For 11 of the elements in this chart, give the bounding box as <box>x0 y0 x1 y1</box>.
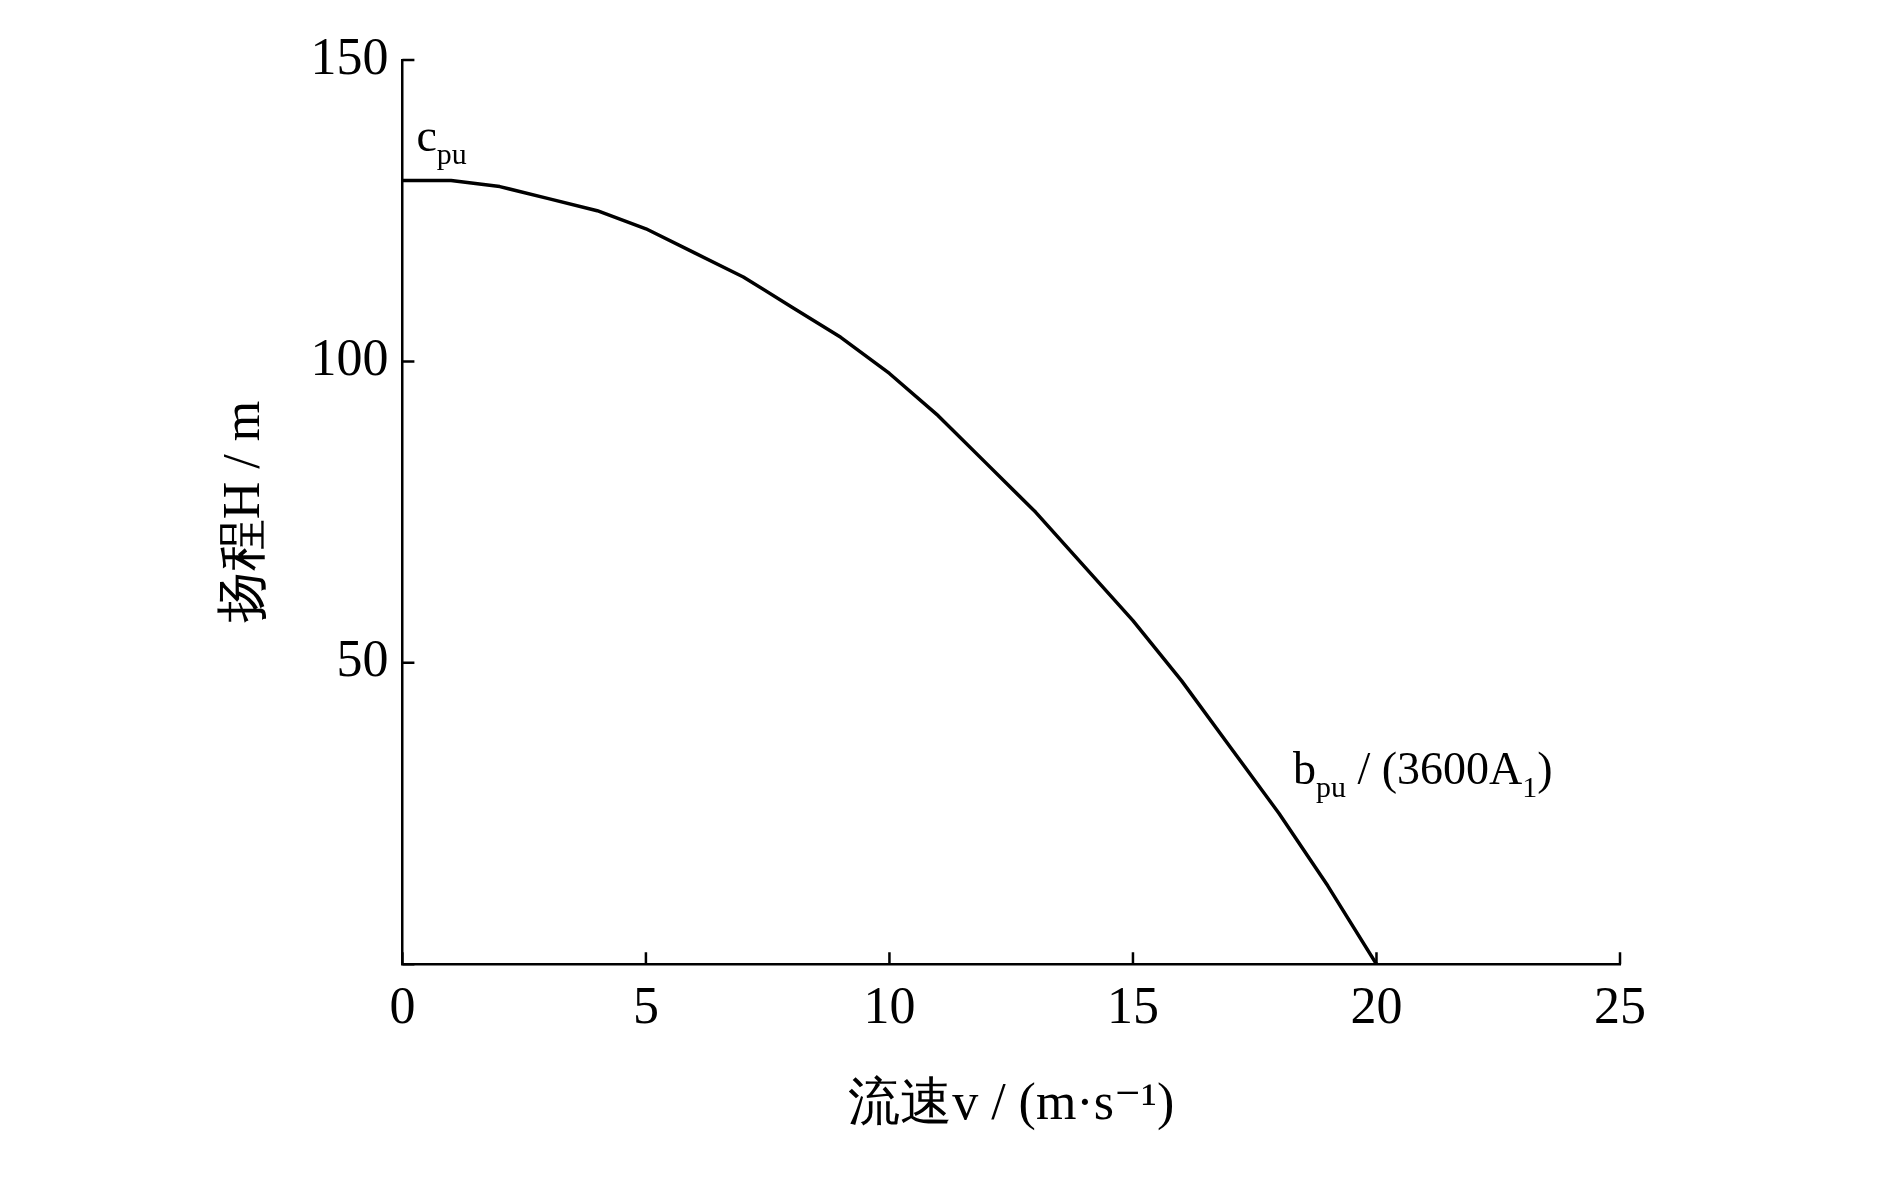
y-tick-label: 150 <box>310 27 389 85</box>
x-tick-label: 0 <box>389 977 416 1035</box>
y-axis-title: 扬程H / m <box>212 400 270 624</box>
x-tick-label: 25 <box>1594 977 1646 1035</box>
x-tick-label: 5 <box>632 977 659 1035</box>
y-tick-label: 100 <box>310 329 389 387</box>
x-tick-label: 20 <box>1350 977 1403 1035</box>
x-tick-label: 15 <box>1106 977 1159 1035</box>
x-tick-label: 10 <box>863 977 916 1035</box>
y-tick-label: 50 <box>336 630 389 688</box>
x-axis-title: 流速v / (m·s⁻¹) <box>848 1073 1175 1132</box>
